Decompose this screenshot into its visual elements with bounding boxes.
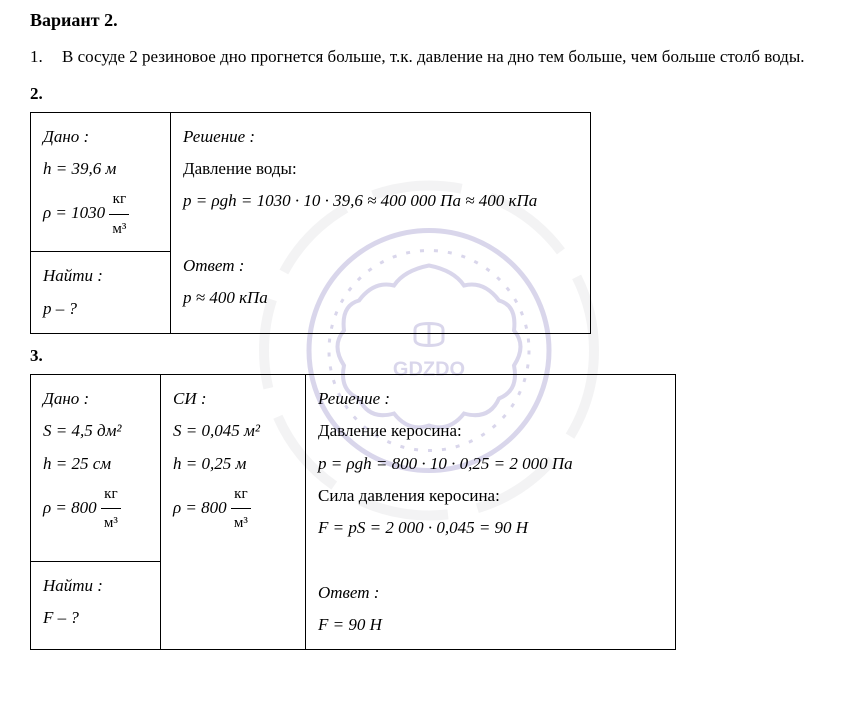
p2-rho-den: м³ [109,215,129,244]
solution-label: Решение : [183,127,255,146]
p3-si-h: h = 0,25 м [173,454,246,473]
p2-rho: ρ = 1030 [43,203,105,222]
p2-answer-label: Ответ : [183,256,244,275]
p3-si-label: СИ : [173,389,207,408]
problem-3-table: Дано : S = 4,5 дм² h = 25 см ρ = 800 кгм… [30,374,676,650]
p3-answer-label: Ответ : [318,583,379,602]
p3-given-label: Дано : [43,389,89,408]
p3-solution-label: Решение : [318,389,390,408]
p3-si-rho: ρ = 800 [173,498,227,517]
p3-pressure-label: Давление керосина: [318,421,462,440]
p3-find-label: Найти : [43,576,103,595]
p3-rho-num: кг [101,480,121,510]
problem-1: 1.В сосуде 2 резиновое дно прогнется бол… [62,43,828,72]
p3-formula-p: p = ρgh = 800 · 10 · 0,25 = 2 000 Па [318,454,573,473]
p2-formula: p = ρgh = 1030 · 10 · 39,6 ≈ 400 000 Па … [183,191,537,210]
p3-si-rho-den: м³ [231,509,251,538]
problem-2-table: Дано : h = 39,6 м ρ = 1030 кгм³ Решение … [30,112,591,334]
p3-find: F – ? [43,608,79,627]
p2-answer: p ≈ 400 кПа [183,288,268,307]
p2-rho-num: кг [109,185,129,215]
p2-pressure-label: Давление воды: [183,159,297,178]
p3-rho-den: м³ [101,509,121,538]
p3-force-label: Сила давления керосина: [318,486,500,505]
p3-formula-F: F = pS = 2 000 · 0,045 = 90 Н [318,518,528,537]
problem-1-text: В сосуде 2 резиновое дно прогнется больш… [62,47,805,66]
p3-answer: F = 90 Н [318,615,382,634]
p3-S: S = 4,5 дм² [43,421,122,440]
variant-title: Вариант 2. [30,10,828,31]
problem-2-number: 2. [30,84,828,104]
problem-1-number: 1. [30,43,62,72]
p3-h: h = 25 см [43,454,111,473]
p2-find: p – ? [43,299,77,318]
p3-si-rho-num: кг [231,480,251,510]
problem-3-number: 3. [30,346,828,366]
p2-h: h = 39,6 м [43,159,116,178]
given-label: Дано : [43,127,89,146]
p3-si-S: S = 0,045 м² [173,421,260,440]
find-label: Найти : [43,266,103,285]
p3-rho: ρ = 800 [43,498,97,517]
